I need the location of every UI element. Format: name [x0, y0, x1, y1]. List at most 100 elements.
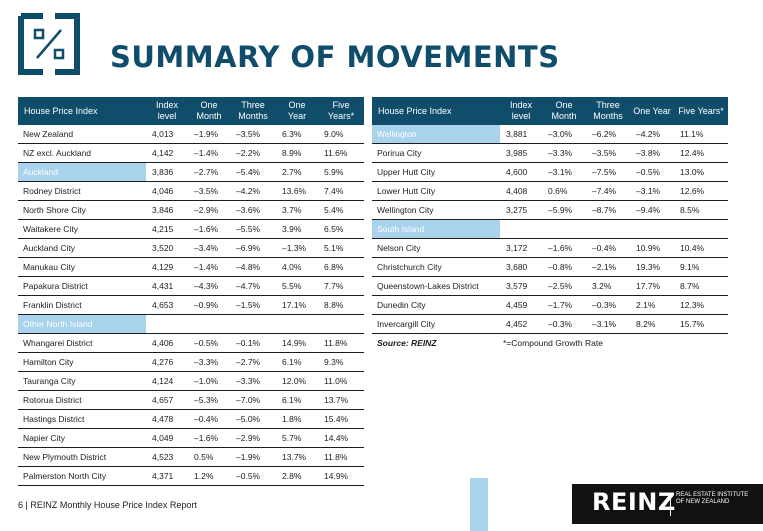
table-row: Queenstown-Lakes District 3,579 –2.5% 3.2% 1… — [372, 276, 728, 296]
row-name: Dunedin City — [372, 295, 500, 315]
cell-three-months: –7.0% — [230, 390, 276, 410]
region-label: South Island — [372, 219, 500, 239]
cell-one-month: –3.1% — [542, 162, 586, 182]
cell-five-years: 9.3% — [318, 352, 364, 372]
table-row: Dunedin City 4,459 –1.7% –0.3% 2.1% 12.3% — [372, 295, 728, 315]
region-header-row: South Island — [372, 219, 728, 239]
cell-one-year: 17.7% — [630, 276, 674, 296]
cell-three-months: –2.1% — [586, 257, 630, 277]
cell-one-year: 2.7% — [276, 162, 318, 182]
row-name: Hamilton City — [18, 352, 146, 372]
row-name: Upper Hutt City — [372, 162, 500, 182]
cell-five-years: 8.7% — [674, 276, 728, 296]
row-name: Waitakere City — [18, 219, 146, 239]
cell-index: 4,124 — [146, 371, 188, 391]
table-row: Palmerston North City 4,371 1.2% –0.5% 2.8% 1… — [18, 466, 364, 486]
reinz-logo: REINZ REAL ESTATE INSTITUTE OF NEW ZEALA… — [572, 484, 763, 524]
source-label: Source: REINZ — [377, 338, 437, 348]
table-header-row: House Price Index Index level One Month … — [372, 97, 728, 125]
col-header-one-year: One Year — [630, 97, 674, 125]
cell-index: 4,276 — [146, 352, 188, 372]
row-name: Nelson City — [372, 238, 500, 258]
table-row: Waitakere City 4,215 –1.6% –5.5% 3.9% 6.5% — [18, 219, 364, 239]
cell-index: 4,215 — [146, 219, 188, 239]
cell-one-year: 6.1% — [276, 352, 318, 372]
source-note: *=Compound Growth Rate — [503, 338, 603, 348]
row-name: Manukau City — [18, 257, 146, 277]
table-row: Franklin District 4,653 –0.9% –1.5% 17.1% 8.8… — [18, 295, 364, 315]
row-name: Whangarei District — [18, 333, 146, 353]
cell-five-years: 9.0% — [318, 125, 364, 144]
brand-subtitle: REAL ESTATE INSTITUTE OF NEW ZEALAND — [676, 492, 749, 505]
percent-logo-icon — [17, 12, 81, 76]
table-row: New Zealand 4,013 –1.9% –3.5% 6.3% 9.0% — [18, 125, 364, 144]
row-name: Queenstown-Lakes District — [372, 276, 500, 296]
cell-three-months: –7.4% — [586, 181, 630, 201]
cell-five-years: 5.1% — [318, 238, 364, 258]
cell-index: 4,478 — [146, 409, 188, 429]
cell-five-years: 12.4% — [674, 143, 728, 163]
cell-three-months: –1.9% — [230, 447, 276, 467]
table-row: Rodney District 4,046 –3.5% –4.2% 13.6% 7.4% — [18, 181, 364, 201]
cell-three-months: –3.5% — [586, 143, 630, 163]
cell-five-years: 11.8% — [318, 447, 364, 467]
cell-one-month: –1.6% — [542, 238, 586, 258]
row-name: Wellington — [372, 125, 500, 144]
cell-index: 3,275 — [500, 200, 542, 220]
cell-three-months: –0.3% — [586, 295, 630, 315]
cell-one-month: –2.7% — [188, 162, 230, 182]
page-footer: 6 | REINZ Monthly House Price Index Repo… — [18, 500, 197, 510]
cell-three-months: –0.5% — [230, 466, 276, 486]
col-header-one-month: One Month — [188, 97, 230, 125]
table-row: Papakura District 4,431 –4.3% –4.7% 5.5% 7.7% — [18, 276, 364, 296]
col-header-five-years: Five Years* — [318, 97, 364, 125]
table-row: Christchurch City 3,680 –0.8% –2.1% 19.3% 9.1… — [372, 257, 728, 277]
cell-three-months: –0.1% — [230, 333, 276, 353]
cell-three-months: –4.2% — [230, 181, 276, 201]
cell-one-month: 0.6% — [542, 181, 586, 201]
table-row: Nelson City 3,172 –1.6% –0.4% 10.9% 10.4% — [372, 238, 728, 258]
cell-index: 3,520 — [146, 238, 188, 258]
region-label: Other North Island — [18, 314, 146, 334]
page-title: SUMMARY OF MOVEMENTS — [110, 40, 560, 74]
cell-index: 4,049 — [146, 428, 188, 448]
row-name: New Plymouth District — [18, 447, 146, 467]
table-row: Manukau City 4,129 –1.4% –4.8% 4.0% 6.8% — [18, 257, 364, 277]
table-row: Upper Hutt City 4,600 –3.1% –7.5% –0.5% 13.0% — [372, 162, 728, 182]
cell-index: 4,653 — [146, 295, 188, 315]
cell-index: 4,406 — [146, 333, 188, 353]
row-name: North Shore City — [18, 200, 146, 220]
table-row: Wellington City 3,275 –5.9% –8.7% –9.4% 8.5% — [372, 200, 728, 220]
row-name: Franklin District — [18, 295, 146, 315]
cell-three-months: –3.5% — [230, 125, 276, 144]
table-row: Napier City 4,049 –1.6% –2.9% 5.7% 14.4% — [18, 428, 364, 448]
cell-one-year: 19.3% — [630, 257, 674, 277]
cell-one-year: 6.1% — [276, 390, 318, 410]
cell-one-month: –5.9% — [542, 200, 586, 220]
cell-five-years: 13.7% — [318, 390, 364, 410]
col-header-three-months: Three Months — [230, 97, 276, 125]
cell-one-month: –2.9% — [188, 200, 230, 220]
cell-one-year: 13.7% — [276, 447, 318, 467]
cell-index: 3,985 — [500, 143, 542, 163]
col-header-one-month: One Month — [542, 97, 586, 125]
cell-one-year: 4.0% — [276, 257, 318, 277]
cell-index: 4,408 — [500, 181, 542, 201]
cell-three-months: –7.5% — [586, 162, 630, 182]
cell-one-month: –4.3% — [188, 276, 230, 296]
cell-one-month: –0.3% — [542, 314, 586, 334]
cell-index: 3,172 — [500, 238, 542, 258]
cell-three-months: –8.7% — [586, 200, 630, 220]
cell-one-year: –9.4% — [630, 200, 674, 220]
cell-one-month: –3.4% — [188, 238, 230, 258]
cell-three-months: –6.2% — [586, 125, 630, 144]
cell-one-month: –0.9% — [188, 295, 230, 315]
cell-index: 4,600 — [500, 162, 542, 182]
cell-index: 4,142 — [146, 143, 188, 163]
cell-one-month: 1.2% — [188, 466, 230, 486]
cell-three-months: –1.5% — [230, 295, 276, 315]
cell-five-years: 6.5% — [318, 219, 364, 239]
cell-three-months: –2.7% — [230, 352, 276, 372]
cell-one-month: –0.8% — [542, 257, 586, 277]
cell-five-years: 6.8% — [318, 257, 364, 277]
